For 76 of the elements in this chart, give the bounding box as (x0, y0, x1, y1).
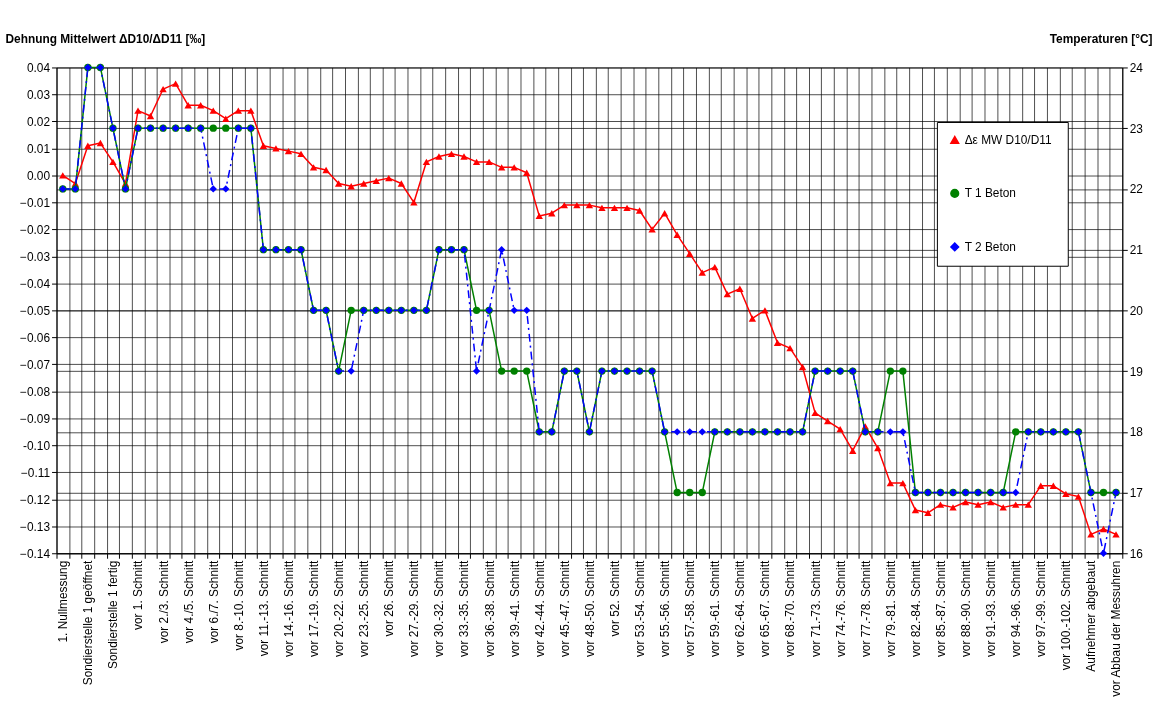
x-tick-label: vor 57.-58. Schnitt (683, 560, 698, 658)
x-tick-label: vor 14.-16. Schnitt (281, 560, 296, 658)
y-tick-label: −0.11 (20, 465, 51, 480)
y2-tick-label: 24 (1129, 60, 1144, 75)
y2-axis-title: Temperaturen [°C] (1049, 32, 1153, 47)
x-tick-label: vor Abbau der Messuhren (1109, 560, 1124, 697)
x-tick-label: vor 6./7. Schnitt (206, 560, 221, 644)
y2-tick-label: 17 (1129, 486, 1143, 501)
y-tick-label: −0.09 (20, 411, 51, 426)
x-tick-label: vor 79.-81. Schnitt (883, 560, 898, 658)
y-tick-label: −0.08 (20, 384, 51, 399)
x-tick-label: vor 30.-32. Schnitt (432, 560, 447, 658)
x-tick-label: Aufnehmer abgebaut (1084, 560, 1099, 672)
x-tick-label: vor 23.-25. Schnitt (357, 560, 372, 658)
x-tick-label: vor 2./3. Schnitt (156, 560, 171, 644)
y-tick-label: −0.02 (20, 222, 51, 237)
x-tick-label: vor 36.-38. Schnitt (482, 560, 497, 658)
x-tick-label: vor 45.-47. Schnitt (557, 560, 572, 658)
y2-tick-label: 23 (1129, 121, 1144, 136)
x-tick-label: vor 17.-19. Schnitt (307, 560, 322, 658)
x-tick-label: vor 39.-41. Schnitt (507, 560, 522, 658)
y2-tick-label: 22 (1129, 182, 1143, 197)
y2-tick-label: 21 (1129, 243, 1144, 258)
x-tick-label: vor 59.-61. Schnitt (708, 560, 723, 658)
x-tick-label: vor 48.-50. Schnitt (582, 560, 597, 658)
x-tick-label: 1. Nullmessung (56, 560, 71, 643)
y2-tick-label: 18 (1129, 425, 1144, 440)
x-tick-label: vor 82.-84. Schnitt (908, 560, 923, 658)
x-tick-label: vor 42.-44. Schnitt (532, 560, 547, 658)
x-tick-label: vor 8.-10. Schnitt (231, 560, 246, 651)
x-tick-label: vor 4./5. Schnitt (181, 560, 196, 644)
x-tick-label: Sondierstelle 1 geöffnet (81, 560, 96, 686)
x-tick-label: vor 88.-90. Schnitt (959, 560, 974, 658)
legend-label: T 2 Beton (964, 239, 1016, 254)
x-tick-label: vor 65.-67. Schnitt (758, 560, 773, 658)
y-axis-title: Dehnung Mittelwert ΔD10/ΔD11 [‰] (5, 32, 206, 47)
y-tick-label: -0.10 (22, 438, 51, 453)
x-tick-label: vor 74.-76. Schnitt (833, 560, 848, 658)
x-tick-label: vor 71.-73. Schnitt (808, 560, 823, 658)
y-tick-label: −0.12 (20, 492, 51, 507)
x-tick-label: vor 27.-29. Schnitt (407, 560, 422, 658)
y-tick-label: −0.14 (20, 546, 51, 561)
y-tick-label: −0.04 (20, 276, 51, 291)
x-tick-label: vor 91.-93. Schnitt (984, 560, 999, 658)
y-tick-label: 0.03 (26, 87, 51, 102)
y-tick-label: −0.13 (20, 519, 51, 534)
x-tick-label: vor 26. Schnitt (382, 560, 397, 637)
x-tick-label: vor 100.-102. Schnitt (1059, 560, 1074, 671)
y-tick-label: −0.05 (20, 303, 51, 318)
y-tick-label: 0.01 (26, 141, 51, 156)
y-tick-label: −0.07 (20, 357, 51, 372)
y-tick-label: 0.02 (26, 114, 51, 129)
y-tick-label: −0.03 (20, 249, 51, 264)
x-tick-label: vor 77.-78. Schnitt (858, 560, 873, 658)
x-tick-label: vor 33.-35. Schnitt (457, 560, 472, 658)
x-tick-label: vor 62.-64. Schnitt (733, 560, 748, 658)
x-tick-label: vor 52. Schnitt (607, 560, 622, 637)
x-tick-label: vor 94.-96. Schnitt (1009, 560, 1024, 658)
y2-tick-label: 16 (1129, 546, 1144, 561)
x-tick-label: vor 20.-22. Schnitt (332, 560, 347, 658)
y-tick-label: −0.06 (20, 330, 51, 345)
y-tick-label: 0.00 (26, 168, 51, 183)
x-tick-label: vor 97.-99. Schnitt (1034, 560, 1049, 658)
y2-tick-label: 19 (1129, 364, 1144, 379)
x-tick-label: vor 1. Schnitt (131, 560, 146, 631)
x-tick-label: vor 85.-87. Schnitt (933, 560, 948, 658)
x-tick-label: vor 68.-70. Schnitt (783, 560, 798, 658)
y-tick-label: 0.04 (26, 60, 51, 75)
y-tick-label: −0.01 (20, 195, 51, 210)
x-tick-label: vor 55.-56. Schnitt (658, 560, 673, 658)
y2-tick-label: 20 (1129, 303, 1144, 318)
x-tick-label: vor 53.-54. Schnitt (633, 560, 648, 658)
x-tick-label: vor 11.-13. Schnitt (256, 560, 271, 657)
x-tick-label: Sondierstelle 1 fertig (106, 560, 121, 669)
legend-label: Δε MW D10/D11 (964, 132, 1052, 147)
legend-label: T 1 Beton (964, 186, 1016, 201)
